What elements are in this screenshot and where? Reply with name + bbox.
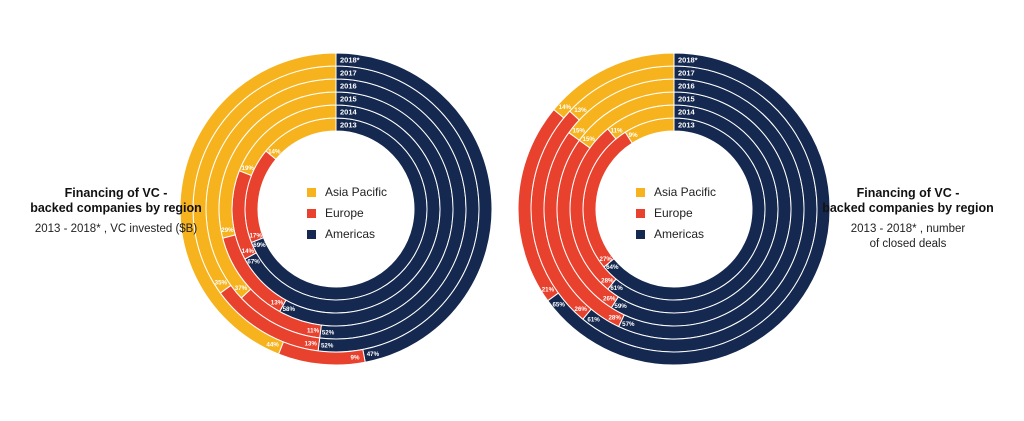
legend-label: Americas <box>654 227 705 241</box>
data-label: 13% <box>304 340 317 347</box>
data-label: 15% <box>583 136 596 143</box>
ring-2018-asia-pacific-arc <box>179 52 337 355</box>
data-label: 69% <box>253 242 266 249</box>
ring-year-label: 2013 <box>678 121 695 130</box>
legend-label: Asia Pacific <box>325 185 388 199</box>
data-label: 13% <box>574 107 587 114</box>
left-chart-subtitle: 2013 - 2018* , VC invested ($B) <box>34 223 198 235</box>
data-label: 17% <box>249 232 262 239</box>
legend-swatch-europe <box>307 208 316 218</box>
right-chart-subtitle: 2013 - 2018* , number of closed deals <box>850 223 966 250</box>
legend-swatch-europe <box>636 208 645 218</box>
data-label: 64% <box>606 264 619 271</box>
ring-year-label: 2016 <box>340 82 357 91</box>
legend-label: Europe <box>325 206 364 220</box>
left-chart-title-block: Financing of VC - backed companies by re… <box>16 186 216 237</box>
right-chart-title: Financing of VC - backed companies by re… <box>822 186 994 215</box>
legend-label: Americas <box>325 227 376 241</box>
data-label: 9% <box>351 354 360 361</box>
data-label: 14% <box>559 104 572 111</box>
ring-year-label: 2015 <box>678 95 695 104</box>
ring-year-label: 2016 <box>678 82 695 91</box>
right-legend: Asia Pacific Europe Americas <box>636 184 716 247</box>
legend-swatch-americas <box>307 229 316 239</box>
legend-swatch-asia-pacific <box>307 187 316 197</box>
ring-year-label: 2013 <box>340 121 357 130</box>
data-label: 57% <box>622 321 635 328</box>
legend-item-americas: Americas <box>636 226 716 242</box>
data-label: 21% <box>542 287 555 294</box>
data-label: 13% <box>271 300 284 307</box>
data-label: 9% <box>629 132 638 139</box>
legend-item-europe: Europe <box>307 205 387 221</box>
data-label: 52% <box>321 342 334 349</box>
ring-year-label: 2014 <box>340 108 358 117</box>
data-label: 26% <box>575 306 588 313</box>
data-label: 11% <box>307 328 320 335</box>
data-label: 52% <box>322 329 335 336</box>
ring-year-label: 2014 <box>678 108 696 117</box>
legend-swatch-asia-pacific <box>636 187 645 197</box>
left-chart-title: Financing of VC - backed companies by re… <box>30 186 202 215</box>
legend-label: Asia Pacific <box>654 185 717 199</box>
data-label: 35% <box>215 280 228 287</box>
data-label: 19% <box>242 165 255 172</box>
ring-year-label: 2015 <box>340 95 357 104</box>
donut-chart-vc-invested: 69%17%14%67%14%19%58%13%29%52%11%37%52%1… <box>179 52 493 366</box>
data-label: 67% <box>247 258 260 265</box>
data-label: 29% <box>221 227 234 234</box>
data-label: 14% <box>242 248 255 255</box>
legend-item-americas: Americas <box>307 226 387 242</box>
data-label: 28% <box>601 277 614 284</box>
legend-item-asia-pacific: Asia Pacific <box>636 184 716 200</box>
donut-chart-closed-deals: 64%27%9%61%28%11%59%26%15%57%28%15%61%26… <box>517 52 831 366</box>
ring-2018-asia-pacific-arc <box>553 52 675 119</box>
left-legend: Asia Pacific Europe Americas <box>307 184 387 247</box>
ring-year-label: 2018* <box>678 56 698 65</box>
ring-year-label: 2017 <box>678 69 695 78</box>
data-label: 27% <box>600 256 613 263</box>
data-label: 59% <box>614 303 627 310</box>
data-label: 47% <box>367 351 380 358</box>
ring-year-label: 2018* <box>340 56 360 65</box>
data-label: 58% <box>283 306 296 313</box>
data-label: 44% <box>266 342 279 349</box>
data-label: 28% <box>608 315 621 322</box>
data-label: 61% <box>587 316 600 323</box>
data-label: 14% <box>268 148 281 155</box>
data-label: 15% <box>573 128 586 135</box>
legend-item-asia-pacific: Asia Pacific <box>307 184 387 200</box>
right-chart-title-block: Financing of VC - backed companies by re… <box>808 186 1008 252</box>
data-label: 26% <box>603 296 616 303</box>
data-label: 11% <box>611 127 624 134</box>
legend-label: Europe <box>654 206 693 220</box>
legend-item-europe: Europe <box>636 205 716 221</box>
data-label: 61% <box>610 285 623 292</box>
data-label: 65% <box>552 301 565 308</box>
data-label: 37% <box>235 285 248 292</box>
ring-year-label: 2017 <box>340 69 357 78</box>
legend-swatch-americas <box>636 229 645 239</box>
